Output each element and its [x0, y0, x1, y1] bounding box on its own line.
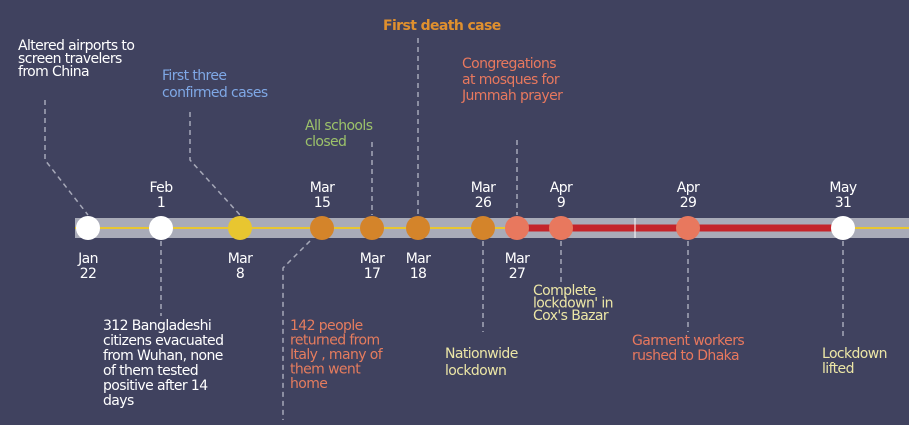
- event-dot: [471, 216, 495, 240]
- date-day: 27: [509, 266, 526, 282]
- event-annotation: them went: [290, 362, 361, 378]
- event-annotation: screen travelers: [18, 51, 122, 67]
- date-month: Mar: [310, 180, 335, 196]
- event-annotation: lockdown: [445, 363, 506, 379]
- event-annotation: Jummah prayer: [461, 88, 563, 104]
- event-dot: [676, 216, 700, 240]
- event-dot: [76, 216, 100, 240]
- event-dot: [360, 216, 384, 240]
- date-month: Apr: [677, 180, 700, 196]
- event-annotation: rushed to Dhaka: [632, 348, 739, 364]
- date-day: 15: [314, 195, 331, 211]
- date-month: May: [829, 180, 856, 196]
- leader-line: [44, 100, 89, 216]
- event-annotation: lifted: [822, 361, 854, 377]
- event-annotation: closed: [305, 134, 346, 150]
- date-month: Mar: [406, 251, 431, 267]
- event-annotation: citizens evacuated: [103, 333, 223, 349]
- event-annotation: 312 Bangladeshi: [103, 318, 211, 334]
- event-annotation: Complete: [533, 283, 596, 299]
- date-month: Mar: [360, 251, 385, 267]
- event-annotation: First three: [162, 68, 226, 84]
- event-annotation: confirmed cases: [162, 85, 268, 101]
- date-day: 8: [236, 266, 244, 282]
- event-annotation: All schools: [305, 118, 373, 134]
- event-annotation: Cox's Bazar: [533, 308, 609, 324]
- event-annotation: First death case: [383, 18, 501, 34]
- event-annotation: days: [103, 393, 134, 409]
- event-annotation: Congregations: [462, 56, 556, 72]
- date-month: Apr: [550, 180, 573, 196]
- event-dot: [228, 216, 252, 240]
- date-day: 18: [410, 266, 427, 282]
- date-month: Mar: [471, 180, 496, 196]
- event-annotation: Italy , many of: [290, 347, 384, 363]
- date-day: 9: [557, 195, 565, 211]
- event-annotation: positive after 14: [103, 378, 208, 394]
- date-day: 31: [835, 195, 852, 211]
- event-annotation: Nationwide: [445, 346, 518, 362]
- leader-line: [189, 112, 241, 216]
- event-dot: [505, 216, 529, 240]
- date-day: 1: [157, 195, 165, 211]
- date-day: 22: [80, 266, 97, 282]
- event-annotation: at mosques for: [462, 72, 560, 88]
- date-month: Jan: [77, 251, 98, 267]
- event-dot: [831, 216, 855, 240]
- event-annotation: of them tested: [103, 363, 198, 379]
- date-month: Mar: [505, 251, 530, 267]
- leader-line: [282, 240, 311, 420]
- event-dot: [310, 216, 334, 240]
- event-annotation: returned from: [290, 333, 380, 349]
- event-annotation: Altered airports to: [18, 38, 134, 54]
- event-annotation: Lockdown: [822, 346, 887, 362]
- event-annotation: from China: [18, 64, 89, 80]
- event-dot: [549, 216, 573, 240]
- date-month: Mar: [228, 251, 253, 267]
- event-dot: [149, 216, 173, 240]
- event-annotation: home: [290, 376, 327, 392]
- date-month: Feb: [150, 180, 174, 196]
- event-annotation: from Wuhan, none: [103, 348, 223, 364]
- event-annotation: Garment workers: [632, 333, 744, 349]
- event-dot: [406, 216, 430, 240]
- date-day: 17: [364, 266, 381, 282]
- event-annotation: lockdown' in: [533, 296, 613, 312]
- date-day: 26: [475, 195, 492, 211]
- event-annotation: 142 people: [290, 318, 363, 334]
- date-day: 29: [680, 195, 697, 211]
